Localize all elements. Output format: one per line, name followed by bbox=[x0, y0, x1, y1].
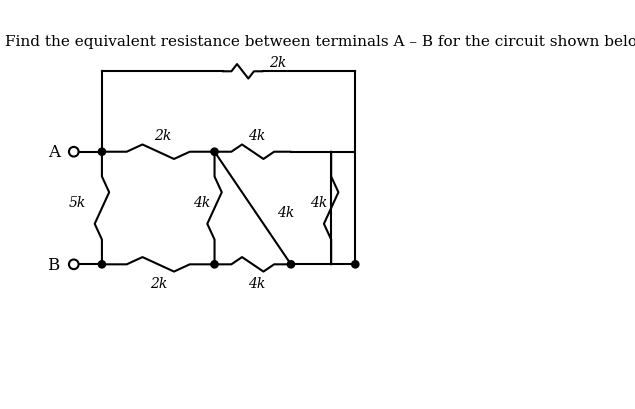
Text: B: B bbox=[48, 256, 60, 273]
Circle shape bbox=[352, 261, 359, 268]
Circle shape bbox=[287, 261, 295, 268]
Text: 4k: 4k bbox=[277, 206, 294, 220]
Text: A: A bbox=[48, 144, 60, 161]
Text: 2k: 2k bbox=[150, 276, 167, 290]
Text: Find the equivalent resistance between terminals A – B for the circuit shown bel: Find the equivalent resistance between t… bbox=[6, 35, 635, 49]
Text: 4k: 4k bbox=[193, 196, 211, 209]
Text: 2k: 2k bbox=[269, 56, 286, 70]
Text: 5k: 5k bbox=[69, 196, 86, 209]
Circle shape bbox=[211, 261, 218, 268]
Text: 4k: 4k bbox=[248, 128, 265, 142]
Text: 4k: 4k bbox=[248, 276, 265, 290]
Circle shape bbox=[98, 261, 105, 268]
Text: 2k: 2k bbox=[154, 128, 171, 142]
Text: 4k: 4k bbox=[310, 196, 327, 209]
Circle shape bbox=[211, 149, 218, 156]
Circle shape bbox=[98, 149, 105, 156]
